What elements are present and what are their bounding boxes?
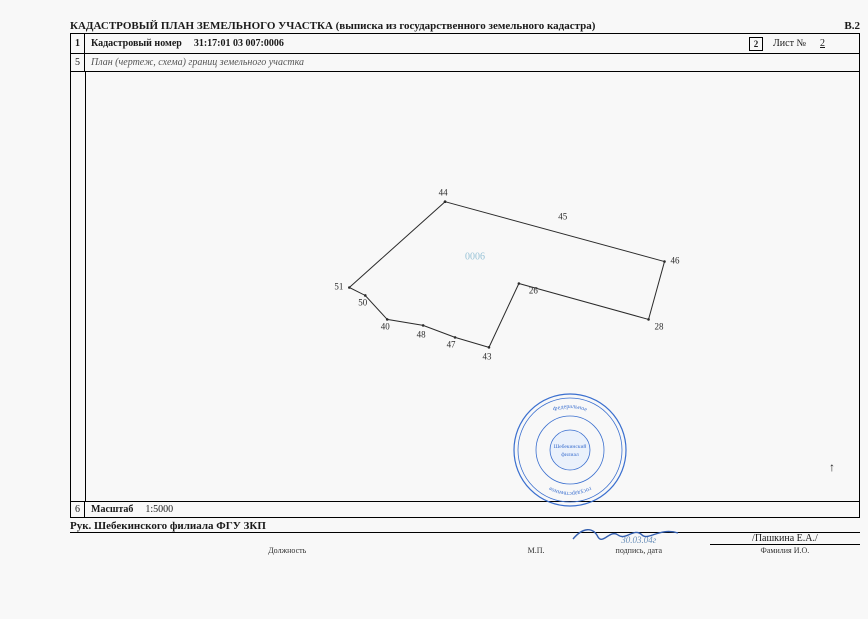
title-row: КАДАСТРОВЫЙ ПЛАН ЗЕМЕЛЬНОГО УЧАСТКА (вып… [70,20,860,34]
scale-row: 6 Масштаб 1:5000 [70,502,860,518]
svg-text:40: 40 [381,321,390,331]
cadastral-number-value: 31:17:01 03 007:0006 [188,38,290,49]
scale-index: 6 [71,502,85,517]
label-mp: М.П. [505,546,568,555]
sheet-info: 2 Лист № 2 [749,37,859,51]
footer-labels: Должность М.П. подпись, дата Фамилия И.О… [70,545,860,555]
svg-text:0006: 0006 [465,252,485,263]
label-position: Должность [70,546,505,555]
plan-subtitle: План (чертеж, схема) границ земельного у… [85,57,310,68]
scale-value: 1:5000 [139,504,179,515]
sheet-number: 2 [816,38,829,49]
svg-text:47: 47 [447,339,456,349]
svg-text:28: 28 [655,321,664,331]
header-row-2: 5 План (чертеж, схема) границ земельного… [70,54,860,72]
scale-label: Масштаб [85,504,139,515]
row1-index: 1 [71,34,85,53]
signer-name: /Пашкина Е.А./ [710,533,860,545]
plan-inner: 26 28 40 43 44 46 47 48 50 51 45 0006 ↑ [85,72,859,501]
label-signature: подпись, дата [568,546,710,555]
svg-text:48: 48 [417,329,426,339]
svg-text:51: 51 [334,281,343,291]
header-row-1: 1 Кадастровый номер 31:17:01 03 007:0006… [70,34,860,54]
page-code: B.2 [844,20,860,32]
svg-text:50: 50 [358,297,367,307]
doc-title: КАДАСТРОВЫЙ ПЛАН ЗЕМЕЛЬНОГО УЧАСТКА (вып… [70,20,595,32]
signature-icon [568,521,688,547]
footer-org: Рук. Шебекинского филиала ФГУ ЗКП [70,518,860,533]
sheet-box-number: 2 [749,37,763,51]
row2-index: 5 [71,54,85,71]
svg-text:45: 45 [558,212,567,222]
svg-text:44: 44 [439,188,448,198]
plan-area: 26 28 40 43 44 46 47 48 50 51 45 0006 ↑ [70,72,860,502]
cadastral-plan-page: КАДАСТРОВЫЙ ПЛАН ЗЕМЕЛЬНОГО УЧАСТКА (вып… [70,20,860,600]
cadastral-number-label: Кадастровый номер [85,38,188,49]
north-arrow-icon: ↑ [829,460,835,475]
sheet-label: Лист № [773,38,806,49]
svg-text:26: 26 [529,285,538,295]
label-surname: Фамилия И.О. [710,546,860,555]
svg-text:46: 46 [670,256,679,266]
svg-text:43: 43 [482,351,491,361]
parcel-diagram: 26 28 40 43 44 46 47 48 50 51 45 0006 [86,72,859,501]
signature-row: 30.03.04г /Пашкина Е.А./ [70,533,860,545]
